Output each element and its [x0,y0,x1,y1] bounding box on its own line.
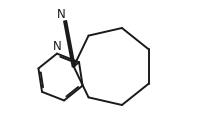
Text: N: N [57,8,66,21]
Text: N: N [53,40,61,53]
